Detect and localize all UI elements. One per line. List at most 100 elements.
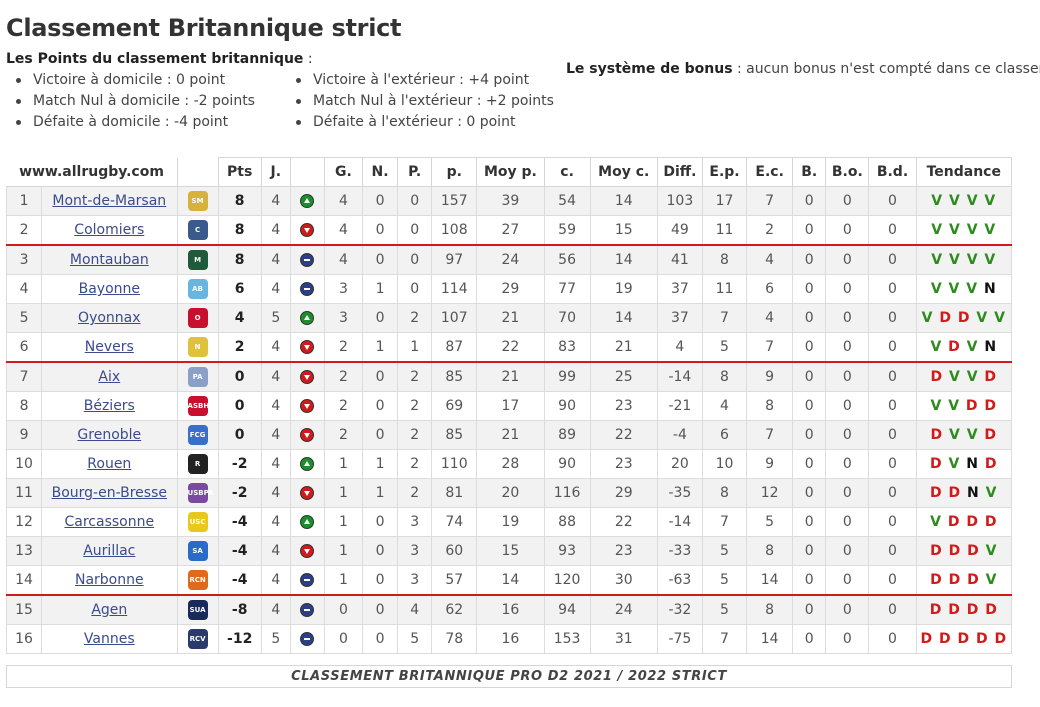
team-link[interactable]: Montauban <box>69 252 149 268</box>
team-link[interactable]: Mont-de-Marsan <box>52 193 167 209</box>
points-intro-bold: Les Points du classement britannique <box>6 51 304 67</box>
pts-cell: -8 <box>217 594 262 625</box>
trend-result: D <box>930 485 943 501</box>
n-cell: 1 <box>362 332 399 363</box>
team-link[interactable]: Aix <box>98 369 121 385</box>
column-header: E.c. <box>746 157 794 187</box>
j-cell: 4 <box>260 215 291 246</box>
trend-result: D <box>984 514 998 530</box>
column-header: E.p. <box>701 157 748 187</box>
team-link[interactable]: Colomiers <box>74 222 145 238</box>
moyc-cell: 22 <box>589 507 658 537</box>
diff-cell: -4 <box>656 420 703 450</box>
ec-cell: 7 <box>746 186 794 216</box>
home-away-cell <box>289 186 325 216</box>
trend-result: V <box>948 398 961 414</box>
points-intro-suffix: : <box>303 51 313 67</box>
team-link[interactable]: Narbonne <box>74 572 144 588</box>
trend-result: V <box>984 222 997 238</box>
team-link[interactable]: Vannes <box>83 631 135 647</box>
n-cell: 0 <box>362 391 399 421</box>
diff-cell: -32 <box>656 594 703 625</box>
team-cell: Agen <box>41 594 178 625</box>
team-link[interactable]: Bourg-en-Bresse <box>51 485 167 501</box>
table-row: 6 Nevers N 2 4 2 1 1 87 22 83 21 4 5 7 0 0 0 V D V N <box>5 332 1013 363</box>
c-cell: 90 <box>543 449 591 479</box>
trend-result: V <box>930 339 943 355</box>
pts-cell: -4 <box>217 507 262 537</box>
team-link[interactable]: Oyonnax <box>78 310 141 326</box>
trend-cell: D D D V <box>915 565 1013 596</box>
home-away-cell <box>289 565 325 596</box>
ep-cell: 8 <box>701 361 748 392</box>
logo-cell: SM <box>176 186 219 216</box>
team-link[interactable]: Carcassonne <box>64 514 155 530</box>
c-cell: 94 <box>543 594 591 625</box>
j-cell: 4 <box>260 478 291 508</box>
team-link[interactable]: Nevers <box>84 339 134 355</box>
team-link[interactable]: Béziers <box>83 398 135 414</box>
team-logo-text: ASBH <box>187 402 210 410</box>
team-link[interactable]: Rouen <box>87 456 132 472</box>
trend-result: V <box>948 252 961 268</box>
trend-result: D <box>948 602 961 618</box>
moyp-cell: 21 <box>476 420 545 450</box>
rank-cell: 11 <box>5 478 43 508</box>
equal-icon <box>300 282 315 296</box>
rank-cell: 6 <box>5 332 43 363</box>
n-cell: 0 <box>362 420 399 450</box>
home-away-cell <box>289 303 325 333</box>
trend-result: V <box>948 281 961 297</box>
bd-cell: 0 <box>868 449 917 479</box>
trend-result: D <box>948 339 961 355</box>
pp-cell: 108 <box>431 215 478 246</box>
bo-cell: 0 <box>825 507 870 537</box>
team-logo-icon: USBPA <box>187 483 214 503</box>
bd-cell: 0 <box>868 624 917 654</box>
moyc-cell: 24 <box>589 594 658 625</box>
trend-result: D <box>920 631 934 647</box>
ec-cell: 9 <box>746 449 794 479</box>
up-arrow-icon <box>300 457 315 471</box>
trend-result: D <box>967 572 980 588</box>
moyc-cell: 31 <box>589 624 658 654</box>
bd-cell: 0 <box>868 507 917 537</box>
j-cell: 4 <box>260 186 291 216</box>
team-link[interactable]: Aurillac <box>83 543 136 559</box>
bd-cell: 0 <box>868 420 917 450</box>
ep-cell: 4 <box>701 391 748 421</box>
team-logo-icon: R <box>187 454 208 474</box>
j-cell: 4 <box>260 507 291 537</box>
bo-cell: 0 <box>825 244 870 275</box>
column-header <box>289 157 325 187</box>
pp-cell: 74 <box>431 507 478 537</box>
p-cell: 5 <box>397 624 433 654</box>
g-cell: 4 <box>323 186 364 216</box>
c-cell: 77 <box>543 274 591 304</box>
logo-cell: ASBH <box>176 391 219 421</box>
logo-cell: AB <box>176 274 219 304</box>
trend-result: D <box>957 310 971 326</box>
diff-cell: 41 <box>656 244 703 275</box>
c-cell: 90 <box>543 391 591 421</box>
moyc-cell: 19 <box>589 274 658 304</box>
team-logo-text: O <box>194 314 201 322</box>
p-cell: 2 <box>397 361 433 392</box>
p-cell: 0 <box>397 244 433 275</box>
team-link[interactable]: Agen <box>91 602 128 618</box>
trend-cell: V V V V <box>915 244 1013 275</box>
trend-result: N <box>967 485 980 501</box>
bo-cell: 0 <box>825 215 870 246</box>
table-row: 13 Aurillac SA -4 4 1 0 3 60 15 93 23 -33 5 8 0 0 0 D D D … <box>5 536 1013 566</box>
column-header: B.d. <box>868 157 917 187</box>
home-away-cell <box>289 274 325 304</box>
team-link[interactable]: Bayonne <box>78 281 140 297</box>
moyp-cell: 14 <box>476 565 545 596</box>
g-cell: 1 <box>323 536 364 566</box>
n-cell: 1 <box>362 478 399 508</box>
team-cell: Rouen <box>41 449 178 479</box>
team-link[interactable]: Grenoble <box>77 427 142 443</box>
pts-cell: -2 <box>217 478 262 508</box>
moyp-cell: 28 <box>476 449 545 479</box>
rule-item: Match Nul à domicile : -2 points <box>6 91 255 112</box>
